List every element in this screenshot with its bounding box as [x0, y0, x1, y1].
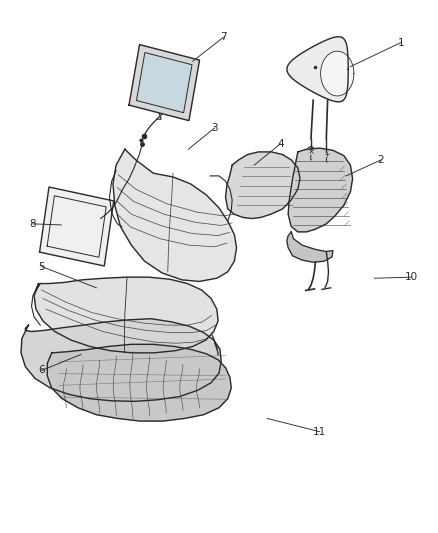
Text: 7: 7 [220, 33, 227, 42]
Text: 10: 10 [405, 272, 418, 282]
Text: 1: 1 [397, 38, 404, 47]
Text: 8: 8 [29, 219, 36, 229]
Polygon shape [34, 277, 218, 353]
Polygon shape [21, 319, 221, 401]
Polygon shape [321, 51, 354, 96]
Text: 5: 5 [38, 262, 45, 271]
Circle shape [307, 147, 314, 155]
Polygon shape [137, 53, 192, 112]
Text: 11: 11 [313, 427, 326, 437]
Polygon shape [288, 148, 353, 232]
Polygon shape [113, 149, 237, 281]
Text: 2: 2 [378, 155, 385, 165]
Text: 6: 6 [38, 366, 45, 375]
Polygon shape [287, 37, 348, 102]
Polygon shape [39, 187, 114, 266]
Text: 4: 4 [277, 139, 284, 149]
Text: 3: 3 [211, 123, 218, 133]
Polygon shape [129, 45, 200, 120]
Polygon shape [47, 344, 231, 421]
Polygon shape [226, 152, 300, 219]
Circle shape [324, 150, 330, 157]
Polygon shape [287, 232, 333, 262]
